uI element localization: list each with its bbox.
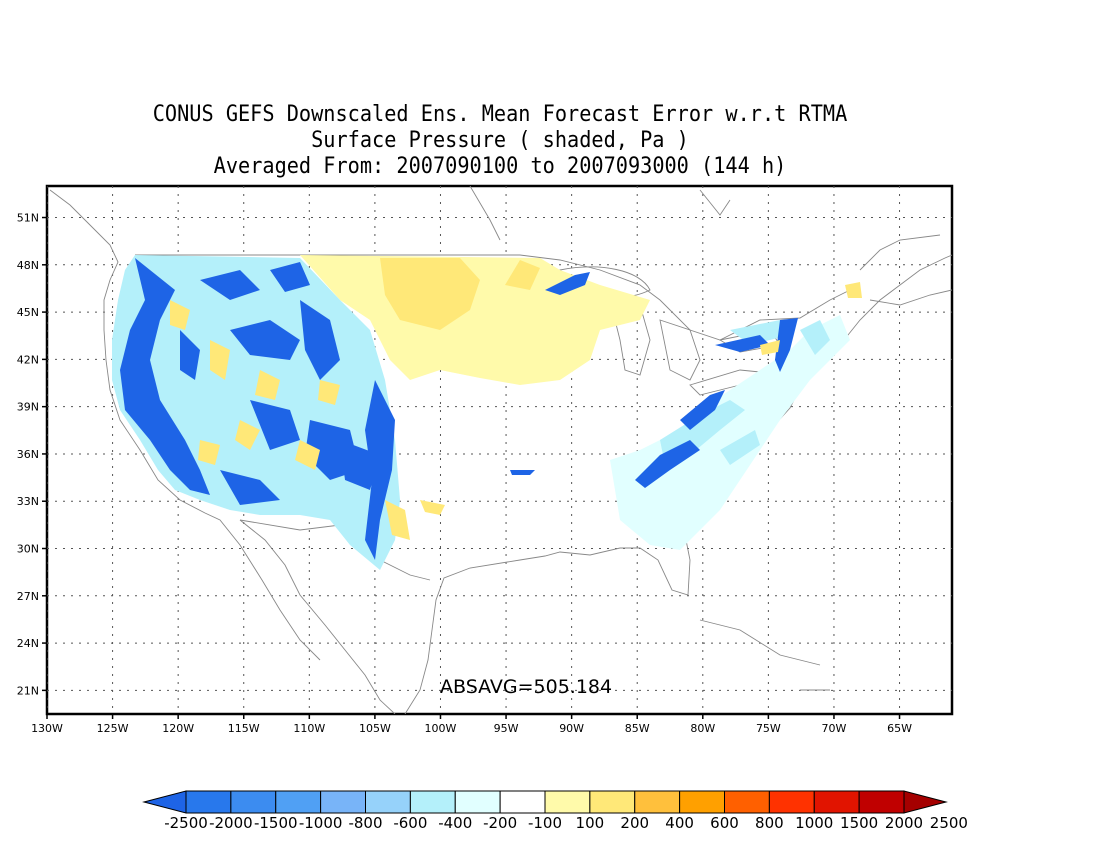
colorbar-tick-label: -2500 <box>164 814 208 832</box>
colorbar-right-arrow <box>903 790 948 814</box>
colorbar-tick-label: 600 <box>710 814 739 832</box>
colorbar-swatch <box>275 790 322 814</box>
lon-tick-label: 75W <box>756 722 781 735</box>
lon-tick-label: 110W <box>293 722 325 735</box>
colorbar-tick-label: -400 <box>438 814 472 832</box>
colorbar-swatch <box>320 790 366 814</box>
longitude-labels: 130W 125W 120W 115W 110W 105W 100W 95W 90W 85W 80W… <box>31 714 912 735</box>
colorbar-swatch <box>499 790 546 814</box>
colorbar-swatch <box>589 790 636 814</box>
colorbar-swatch <box>409 790 456 814</box>
colorbar-labels: -2500 -2000 -1500 -1000 -800 -600 -400 -200 -100… <box>164 814 968 832</box>
colorbar-tick-label: -600 <box>393 814 427 832</box>
coastline-borders <box>49 186 952 714</box>
title-line-3: Averaged From: 2007090100 to 2007093000 … <box>213 154 787 179</box>
colorbar-tick-label: -100 <box>528 814 562 832</box>
lon-tick-label: 115W <box>228 722 260 735</box>
lon-tick-label: 125W <box>97 722 129 735</box>
lon-tick-label: 90W <box>559 722 584 735</box>
lon-tick-label: 85W <box>625 722 650 735</box>
colorbar-tick-label: 400 <box>665 814 694 832</box>
lat-tick-label: 24N <box>17 637 39 650</box>
lon-tick-label: 120W <box>162 722 194 735</box>
caribbean-islands <box>699 619 830 691</box>
pressure-error-shading <box>112 255 862 570</box>
colorbar <box>142 790 948 814</box>
colorbar-tick-label: 800 <box>755 814 784 832</box>
shade-east-negative-mid <box>660 320 830 465</box>
mexico-west-coast <box>239 519 396 714</box>
colorbar-swatch <box>813 790 860 814</box>
gulf-coastline <box>404 254 952 714</box>
lat-tick-label: 30N <box>17 543 39 556</box>
great-lakes <box>559 266 781 396</box>
title-line-1: CONUS GEFS Downscaled Ens. Mean Forecast… <box>152 102 848 127</box>
colorbar-tick-label: -1500 <box>254 814 298 832</box>
colorbar-tick-label: -200 <box>483 814 517 832</box>
canada-border <box>135 254 851 341</box>
shade-northeast-yellow <box>760 282 862 355</box>
colorbar-tick-label: -2000 <box>209 814 253 832</box>
lat-tick-label: 33N <box>17 495 39 508</box>
lon-tick-label: 80W <box>690 722 715 735</box>
colorbar-swatch <box>724 790 770 814</box>
lon-tick-label: 95W <box>494 722 519 735</box>
colorbar-swatch <box>230 790 277 814</box>
map-title: CONUS GEFS Downscaled Ens. Mean Forecast… <box>0 102 1000 180</box>
colorbar-tick-label: 1000 <box>795 814 833 832</box>
colorbar-tick-label: 2000 <box>885 814 923 832</box>
shade-west-negative-strong <box>120 258 395 560</box>
lon-tick-label: 130W <box>31 722 63 735</box>
colorbar-tick-label: 200 <box>620 814 649 832</box>
colorbar-tick-label: -800 <box>348 814 382 832</box>
lon-tick-label: 105W <box>359 722 391 735</box>
lat-tick-label: 51N <box>17 212 39 225</box>
colorbar-swatch <box>634 790 681 814</box>
title-line-2: Surface Pressure ( shaded, Pa ) <box>311 128 689 153</box>
lat-tick-label: 21N <box>17 684 39 697</box>
colorbar-swatch <box>544 790 591 814</box>
colorbar-tick-label: 100 <box>576 814 605 832</box>
lon-tick-label: 65W <box>887 722 912 735</box>
lat-tick-label: 45N <box>17 306 39 319</box>
shade-plains-positive-strong <box>380 258 540 330</box>
lon-tick-label: 100W <box>425 722 457 735</box>
colorbar-swatch <box>768 790 815 814</box>
lon-tick-label: 70W <box>822 722 847 735</box>
colorbar-tick-label: -1000 <box>299 814 343 832</box>
lat-tick-label: 27N <box>17 590 39 603</box>
shade-east-negative-light <box>610 315 850 550</box>
colorbar-swatch <box>454 790 501 814</box>
latitude-labels: 51N 48N 45N 42N 39N 36N 33N 30N 27N 24N 21N <box>17 212 47 697</box>
lat-tick-label: 48N <box>17 259 39 272</box>
colorbar-left-arrow <box>142 790 187 814</box>
colorbar-tick-label: 2500 <box>930 814 968 832</box>
colorbar-swatch <box>365 790 411 814</box>
pacific-coastline <box>49 189 321 661</box>
colorbar-swatch <box>858 790 905 814</box>
lat-tick-label: 39N <box>17 401 39 414</box>
colorbar-tick-label: 1500 <box>840 814 878 832</box>
lat-tick-label: 42N <box>17 353 39 366</box>
northern-coast <box>469 186 952 306</box>
absavg-stat: ABSAVG=505.184 <box>440 676 613 698</box>
colorbar-swatch <box>679 790 725 814</box>
colorbar-swatch <box>185 790 232 814</box>
lat-tick-label: 36N <box>17 448 39 461</box>
